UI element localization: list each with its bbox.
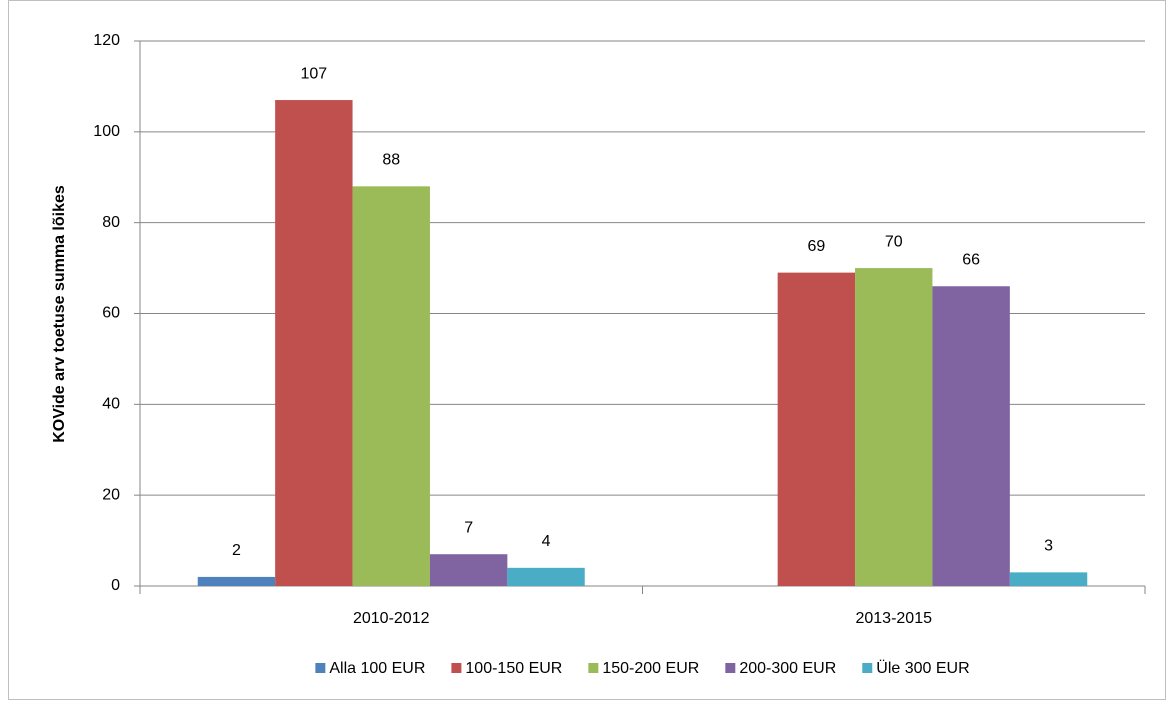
legend-swatch xyxy=(315,663,326,673)
bar xyxy=(1009,572,1088,586)
bar xyxy=(932,286,1010,586)
legend-label: 200-300 EUR xyxy=(739,660,836,677)
y-tick-label: 80 xyxy=(102,214,120,231)
data-label: 2 xyxy=(232,542,241,559)
legend-label: 150-200 EUR xyxy=(602,660,699,677)
y-tick-label: 100 xyxy=(93,123,120,140)
y-tick-label: 120 xyxy=(93,32,120,49)
legend-label: Üle 300 EUR xyxy=(876,659,969,677)
bar xyxy=(275,100,353,587)
bar xyxy=(507,567,585,586)
legend-label: Alla 100 EUR xyxy=(329,660,425,677)
data-label: 88 xyxy=(382,152,400,169)
y-axis-label: KOVide arv toetuse summa lõikes xyxy=(51,185,68,443)
data-label: 66 xyxy=(962,251,980,268)
legend-swatch xyxy=(451,663,462,673)
chart-border xyxy=(8,0,1166,700)
bar xyxy=(197,576,276,586)
data-label: 70 xyxy=(885,233,903,250)
data-label: 7 xyxy=(464,519,473,536)
data-label: 3 xyxy=(1044,538,1053,555)
x-tick-label: 2010-2012 xyxy=(353,610,430,627)
legend-swatch xyxy=(725,663,736,673)
legend-label: 100-150 EUR xyxy=(465,660,562,677)
y-tick-label: 20 xyxy=(102,486,120,503)
bar xyxy=(429,554,508,586)
bar xyxy=(777,272,856,586)
legend-swatch xyxy=(588,663,599,673)
y-tick-label: 60 xyxy=(102,305,120,322)
data-label: 4 xyxy=(542,533,551,550)
x-tick-label: 2013-2015 xyxy=(855,610,932,627)
y-tick-label: 0 xyxy=(111,577,120,594)
legend-swatch xyxy=(862,663,873,673)
data-label: 107 xyxy=(300,65,327,82)
data-label: 69 xyxy=(807,238,825,255)
bar xyxy=(352,186,430,587)
bar xyxy=(855,268,933,586)
y-tick-label: 40 xyxy=(102,396,120,413)
